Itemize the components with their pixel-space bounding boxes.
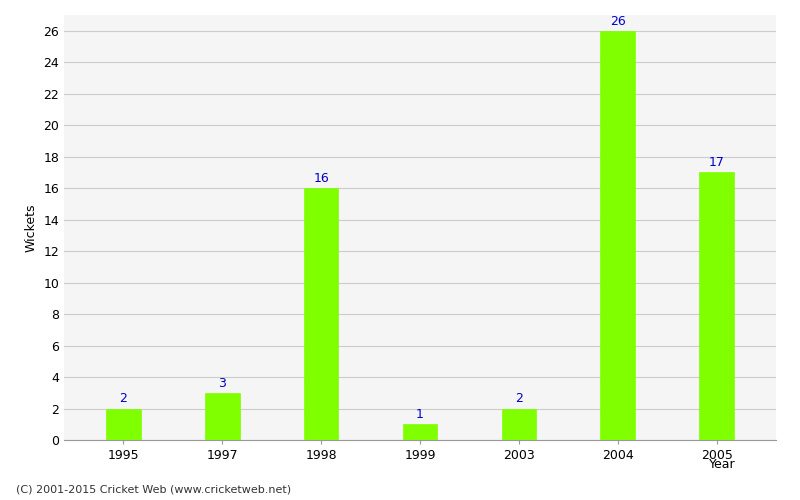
Bar (205, 393, 239, 440)
Y-axis label: Wickets: Wickets (25, 203, 38, 252)
Text: 2: 2 (515, 392, 523, 406)
Bar (402, 424, 438, 440)
Text: 2: 2 (119, 392, 127, 406)
Text: 26: 26 (610, 14, 626, 28)
Bar (502, 408, 536, 440)
Text: Year: Year (710, 458, 736, 470)
Bar (601, 30, 635, 440)
Text: 17: 17 (709, 156, 725, 170)
Text: (C) 2001-2015 Cricket Web (www.cricketweb.net): (C) 2001-2015 Cricket Web (www.cricketwe… (16, 485, 291, 495)
Bar (699, 172, 734, 440)
Text: 3: 3 (218, 376, 226, 390)
Bar (304, 188, 338, 440)
Text: 16: 16 (314, 172, 329, 185)
Text: 1: 1 (416, 408, 424, 421)
Bar (106, 408, 141, 440)
